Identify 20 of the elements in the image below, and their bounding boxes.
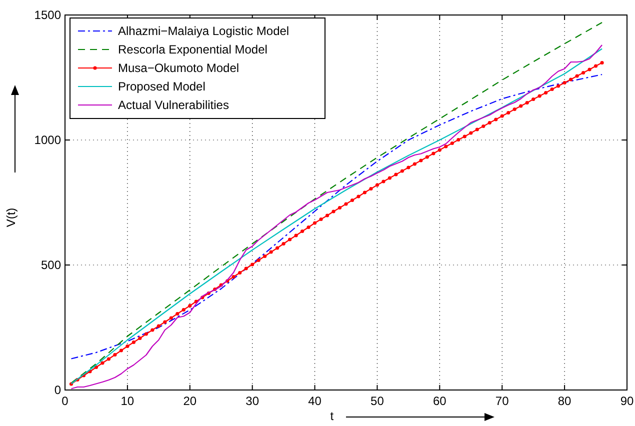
y-tick-label: 1500 xyxy=(34,8,62,22)
legend-label: Musa−Okumoto Model xyxy=(118,61,240,75)
x-tick-label: 40 xyxy=(308,394,322,408)
y-tick-label: 1000 xyxy=(34,133,62,147)
y-axis-title: V(t) xyxy=(4,208,18,228)
legend-label: Proposed Model xyxy=(118,80,206,94)
y-tick-label: 0 xyxy=(54,383,62,397)
x-tick-label: 50 xyxy=(370,394,384,408)
legend-label: Actual Vulnerabilities xyxy=(118,98,229,112)
x-tick-label: 90 xyxy=(620,394,634,408)
x-tick-label: 20 xyxy=(183,394,197,408)
x-tick-label: 70 xyxy=(495,394,510,408)
x-tick-label: 30 xyxy=(246,394,260,408)
y-tick-label: 500 xyxy=(40,258,62,272)
legend-label: Rescorla Exponential Model xyxy=(118,42,268,56)
x-axis-title: t xyxy=(330,409,334,423)
legend-label: Alhazmi−Malaiya Logistic Model xyxy=(118,24,290,38)
x-tick-label: 60 xyxy=(432,394,447,408)
x-tick-label: 10 xyxy=(120,394,134,408)
x-tick-label: 80 xyxy=(558,394,572,408)
